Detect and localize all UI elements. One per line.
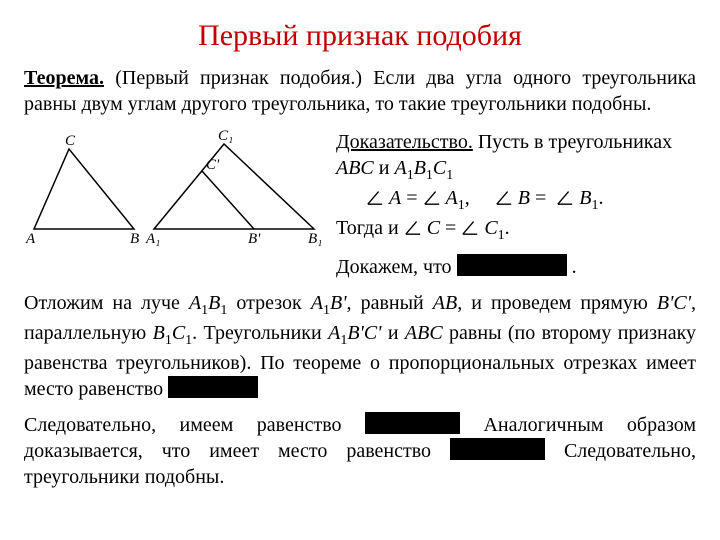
- text: C: [433, 157, 446, 179]
- text: .: [598, 187, 603, 209]
- svg-text:B': B': [248, 231, 261, 247]
- theorem-label: Теорема.: [24, 67, 104, 89]
- svg-text:C': C': [206, 157, 220, 173]
- text: ABC: [336, 157, 374, 179]
- text: .: [505, 217, 510, 239]
- prove-line: Докажем, что .: [336, 254, 696, 280]
- text: ,: [465, 187, 475, 209]
- blackbox: [457, 254, 567, 276]
- sub: 1: [498, 228, 505, 243]
- triangles-figure: A B C A₁ B₁ B' C₁ C': [24, 129, 324, 256]
- text: =: [530, 187, 551, 209]
- svg-text:C: C: [65, 133, 76, 149]
- svg-text:A₁: A₁: [145, 231, 160, 247]
- theorem-text: (Первый признак подобия.) Если два угла …: [24, 67, 696, 115]
- text: A: [446, 187, 458, 209]
- svg-text:A: A: [25, 231, 36, 247]
- text: и: [374, 157, 395, 179]
- page-title: Первый признак подобия: [24, 16, 696, 55]
- blackbox: [168, 376, 258, 398]
- sub: 1: [426, 168, 433, 183]
- text: B: [518, 187, 530, 209]
- text: Пусть в треугольниках: [473, 131, 672, 153]
- angle-icon: [366, 188, 384, 206]
- svg-text:B₁: B₁: [308, 231, 322, 247]
- text: C: [427, 217, 440, 239]
- proof-head: Доказательство. Пусть в треугольниках AB…: [336, 129, 696, 280]
- sub: 1: [407, 168, 414, 183]
- text: C: [484, 217, 497, 239]
- text: A: [389, 187, 401, 209]
- sub: 1: [446, 168, 453, 183]
- text: .: [572, 256, 577, 278]
- text: =: [401, 187, 422, 209]
- svg-text:B: B: [130, 231, 139, 247]
- text: Следовательно, имеем равенство: [24, 414, 365, 436]
- sub: 1: [458, 198, 465, 213]
- blackbox: [450, 438, 545, 460]
- figure-proof-row: ABCA₁B₁B'C₁C' Доказательство. Пусть в тр…: [24, 129, 696, 280]
- proof-p3: Отложим на луче A1B1 отрезок A1B', равны…: [24, 290, 696, 402]
- angle-icon: [556, 188, 574, 206]
- text: B: [579, 187, 591, 209]
- angle-icon: [423, 188, 441, 206]
- angle-icon: [495, 188, 513, 206]
- text: Отложим на луче A1B1 отрезок A1B', равны…: [24, 292, 696, 400]
- text: Докажем, что: [336, 256, 457, 278]
- theorem-statement: Теорема. (Первый признак подобия.) Если …: [24, 65, 696, 117]
- text: Тогда и: [336, 217, 404, 239]
- text: =: [440, 217, 461, 239]
- text: B: [414, 157, 426, 179]
- angle-icon: [404, 218, 422, 236]
- text: A: [394, 157, 406, 179]
- proof-p4: Следовательно, имеем равенство Аналогичн…: [24, 412, 696, 490]
- svg-text:C₁: C₁: [218, 129, 233, 144]
- angle-icon: [461, 218, 479, 236]
- blackbox: [365, 412, 460, 434]
- proof-body: Отложим на луче A1B1 отрезок A1B', равны…: [24, 290, 696, 490]
- proof-label: Доказательство.: [336, 131, 473, 153]
